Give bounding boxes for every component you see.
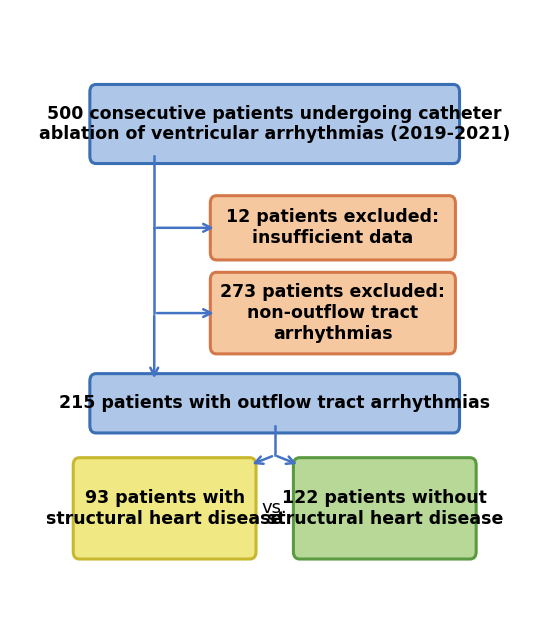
Text: 215 patients with outflow tract arrhythmias: 215 patients with outflow tract arrhythm… [59,394,490,412]
Text: vs.: vs. [262,499,288,517]
Text: 12 patients excluded:
insufficient data: 12 patients excluded: insufficient data [226,209,440,247]
Text: 93 patients with
structural heart disease: 93 patients with structural heart diseas… [47,489,283,528]
Text: 500 consecutive patients undergoing catheter
ablation of ventricular arrhythmias: 500 consecutive patients undergoing cath… [39,105,510,143]
FancyBboxPatch shape [90,85,459,164]
FancyBboxPatch shape [73,458,256,559]
FancyBboxPatch shape [210,272,456,354]
FancyBboxPatch shape [210,196,456,260]
FancyBboxPatch shape [293,458,476,559]
Text: 122 patients without
structural heart disease: 122 patients without structural heart di… [266,489,503,528]
FancyBboxPatch shape [90,374,459,433]
Text: 273 patients excluded:
non-outflow tract
arrhythmias: 273 patients excluded: non-outflow tract… [220,283,445,343]
